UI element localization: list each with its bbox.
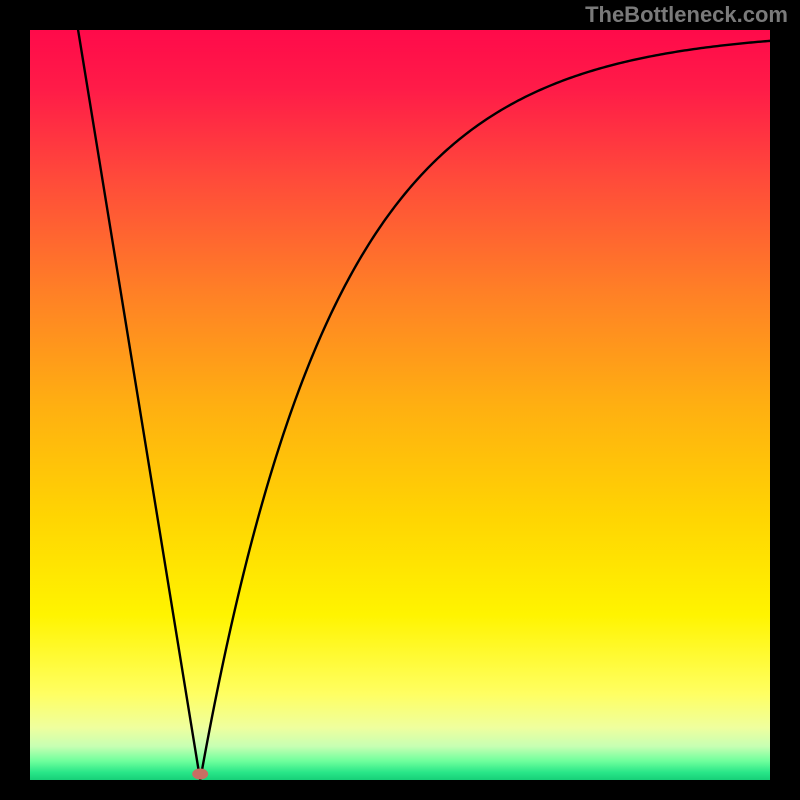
branding-text: TheBottleneck.com [585, 2, 788, 28]
minimum-marker [192, 769, 208, 780]
plot-background [30, 30, 770, 780]
bottleneck-chart [30, 30, 770, 780]
